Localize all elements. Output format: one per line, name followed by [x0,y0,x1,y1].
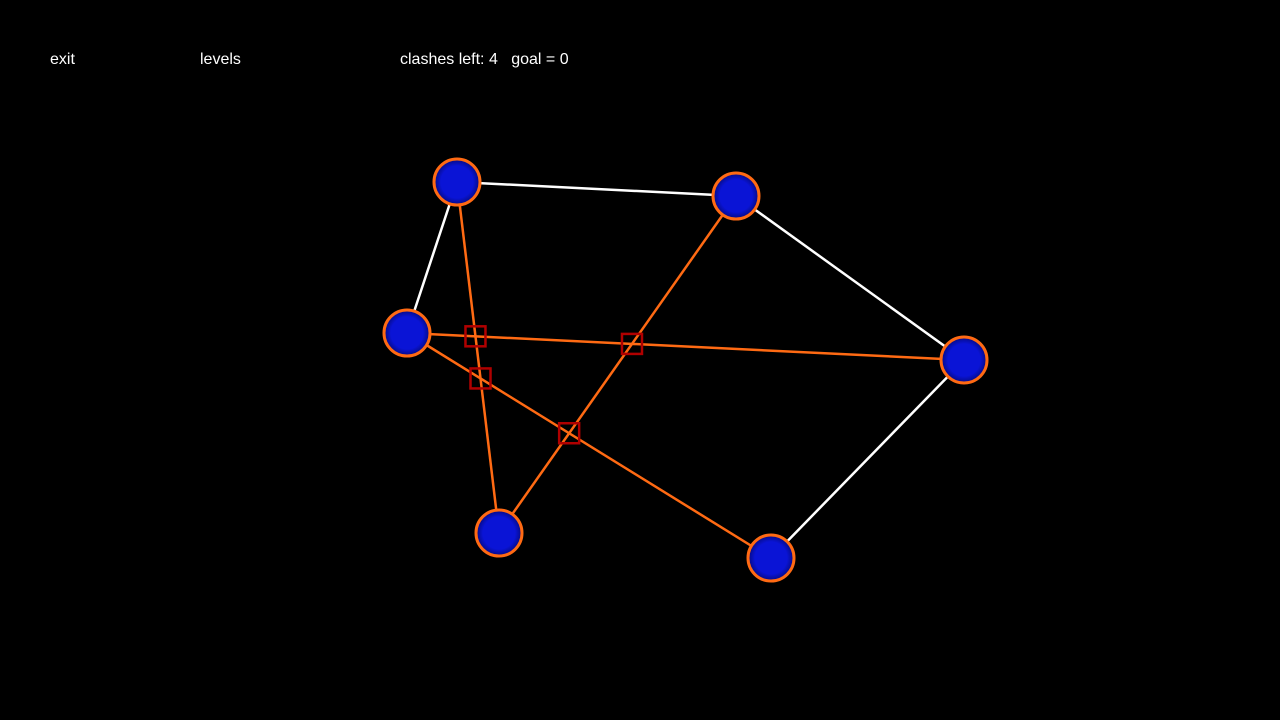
draggable-node-n2[interactable] [711,171,761,221]
edges-layer [405,180,965,560]
draggable-node-n4[interactable] [939,335,989,385]
clashing-edge-n2-n5 [497,195,738,534]
clashing-edge-n1-n5 [455,181,501,534]
draggable-node-n5[interactable] [474,508,524,558]
exit-button[interactable]: exit [50,51,75,68]
edge-n4-n6 [770,359,965,559]
edge-n2-n4 [735,194,965,362]
edge-n1-n3 [405,181,459,334]
draggable-node-n1[interactable] [432,157,482,207]
clash-marker-2 [469,367,492,390]
clashes-label: clashes left: [400,51,485,68]
edge-n1-n2 [456,180,737,198]
status-readout: clashes left: 4 goal = 0 [400,51,569,69]
clashing-edge-n3-n4 [406,331,965,362]
clash-markers-layer [464,325,644,445]
draggable-node-n6[interactable] [746,533,796,583]
nodes-layer [382,157,989,583]
clashing-edge-n3-n6 [406,331,772,560]
clash-marker-1 [464,325,487,348]
clash-marker-4 [557,421,581,445]
clashes-count: 4 [488,51,498,68]
goal-value: 0 [559,51,569,68]
clash-marker-3 [620,332,644,356]
draggable-node-n3[interactable] [382,308,432,358]
levels-button[interactable]: levels [200,51,241,68]
goal-label: goal = [511,51,556,68]
